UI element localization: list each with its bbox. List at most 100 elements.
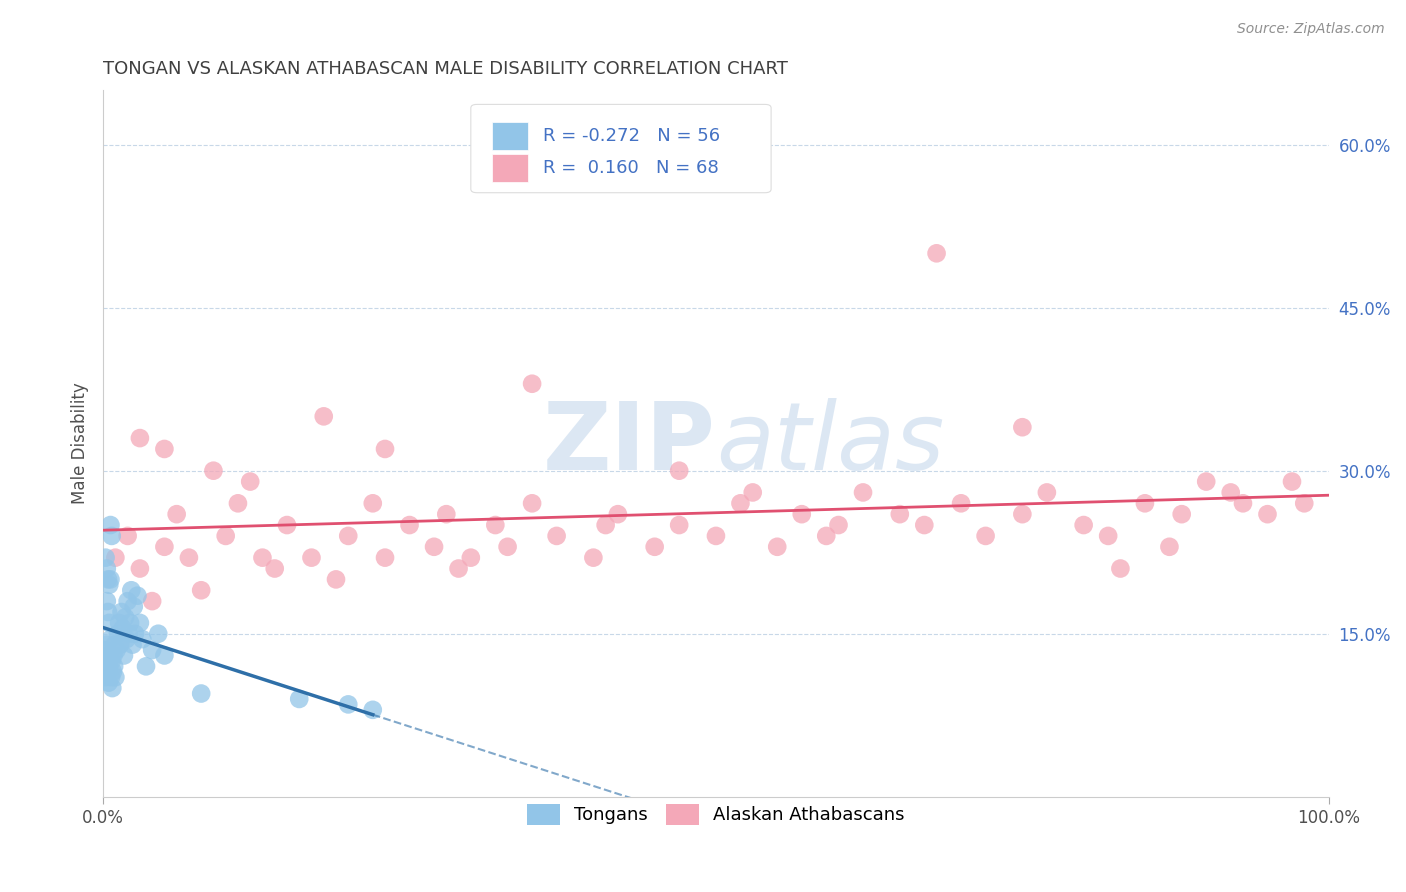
Point [104,638,127,652]
Point [790,507,813,521]
Point [107,626,129,640]
Point [101,665,124,679]
Point [361,703,384,717]
Point [1281,475,1303,489]
Point [447,561,470,575]
Point [118,626,141,640]
Point [96,648,118,663]
Point [374,442,396,456]
Point [110,638,132,652]
Point [129,561,152,575]
Point [434,507,457,521]
Point [112,648,135,663]
Point [337,698,360,712]
Point [520,496,543,510]
Point [96,594,118,608]
Point [1011,420,1033,434]
Point [117,529,139,543]
Point [129,431,152,445]
Point [104,550,127,565]
Point [141,643,163,657]
Point [94,659,117,673]
Point [103,648,125,663]
Point [215,529,238,543]
Point [190,583,212,598]
Point [312,409,335,424]
Point [423,540,446,554]
Point [94,670,117,684]
Point [124,626,146,640]
Point [374,550,396,565]
Point [1219,485,1241,500]
Point [127,589,149,603]
Point [93,643,115,657]
Point [337,529,360,543]
Point [1133,496,1156,510]
Point [730,496,752,510]
Point [252,550,274,565]
Point [1097,529,1119,543]
Point [1011,507,1033,521]
Point [117,594,139,608]
Point [190,686,212,700]
Legend: Tongans, Alaskan Athabascans: Tongans, Alaskan Athabascans [519,795,914,834]
Point [98,578,121,592]
Point [141,594,163,608]
Point [741,485,763,500]
FancyBboxPatch shape [492,153,529,182]
Point [103,659,125,673]
Point [120,583,142,598]
Point [288,692,311,706]
Point [1294,496,1316,510]
Point [97,605,120,619]
Point [97,675,120,690]
Point [153,540,176,554]
Point [398,518,420,533]
Point [108,615,131,630]
Point [110,605,132,619]
Point [177,550,200,565]
Point [239,475,262,489]
Point [301,550,323,565]
Point [1073,518,1095,533]
Point [1232,496,1254,510]
Point [606,507,628,521]
Point [115,632,138,647]
Point [122,599,145,614]
Point [668,464,690,478]
Point [1170,507,1192,521]
Point [361,496,384,510]
Point [100,670,122,684]
Point [668,518,690,533]
Point [582,550,605,565]
Point [131,632,153,647]
Y-axis label: Male Disability: Male Disability [72,383,89,504]
Point [852,485,875,500]
Point [704,529,727,543]
Point [520,376,543,391]
Point [827,518,849,533]
Point [166,507,188,521]
Point [546,529,568,543]
Point [114,610,136,624]
Point [276,518,298,533]
Point [97,573,120,587]
Point [105,643,128,657]
Point [766,540,789,554]
Text: atlas: atlas [716,398,945,489]
Point [100,573,122,587]
Point [100,529,122,543]
Point [98,659,121,673]
Point [96,638,118,652]
Point [1195,475,1218,489]
Point [104,670,127,684]
Point [1159,540,1181,554]
Point [325,573,347,587]
Point [226,496,249,510]
Point [1109,561,1132,575]
Point [94,550,117,565]
Point [98,615,121,630]
Point [101,681,124,695]
Point [100,654,122,668]
Point [950,496,973,510]
